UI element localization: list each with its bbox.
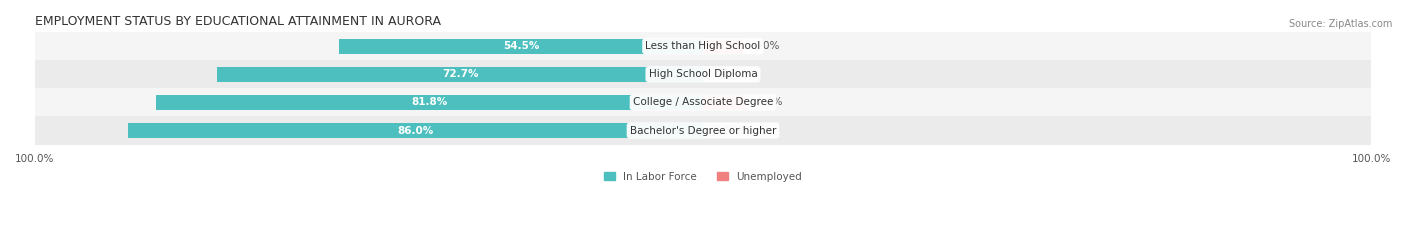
Bar xyxy=(339,38,703,54)
Bar xyxy=(156,95,703,110)
Text: College / Associate Degree: College / Associate Degree xyxy=(633,97,773,107)
Text: High School Diploma: High School Diploma xyxy=(648,69,758,79)
Text: 0.0%: 0.0% xyxy=(713,126,740,136)
Text: EMPLOYMENT STATUS BY EDUCATIONAL ATTAINMENT IN AURORA: EMPLOYMENT STATUS BY EDUCATIONAL ATTAINM… xyxy=(35,15,440,28)
Bar xyxy=(703,38,744,54)
Text: Less than High School: Less than High School xyxy=(645,41,761,51)
Text: 54.5%: 54.5% xyxy=(503,41,538,51)
Bar xyxy=(703,95,745,110)
Text: 81.8%: 81.8% xyxy=(412,97,447,107)
Text: 86.0%: 86.0% xyxy=(398,126,433,136)
Bar xyxy=(35,116,1371,144)
Text: 72.7%: 72.7% xyxy=(441,69,478,79)
Bar xyxy=(217,67,703,82)
Text: 6.4%: 6.4% xyxy=(756,97,782,107)
Bar xyxy=(35,60,1371,88)
Bar xyxy=(128,123,703,138)
Text: Bachelor's Degree or higher: Bachelor's Degree or higher xyxy=(630,126,776,136)
Legend: In Labor Force, Unemployed: In Labor Force, Unemployed xyxy=(600,168,806,186)
Text: 0.0%: 0.0% xyxy=(713,69,740,79)
Text: Source: ZipAtlas.com: Source: ZipAtlas.com xyxy=(1288,19,1392,29)
Text: 6.0%: 6.0% xyxy=(754,41,779,51)
Bar xyxy=(35,32,1371,60)
Bar xyxy=(35,88,1371,116)
